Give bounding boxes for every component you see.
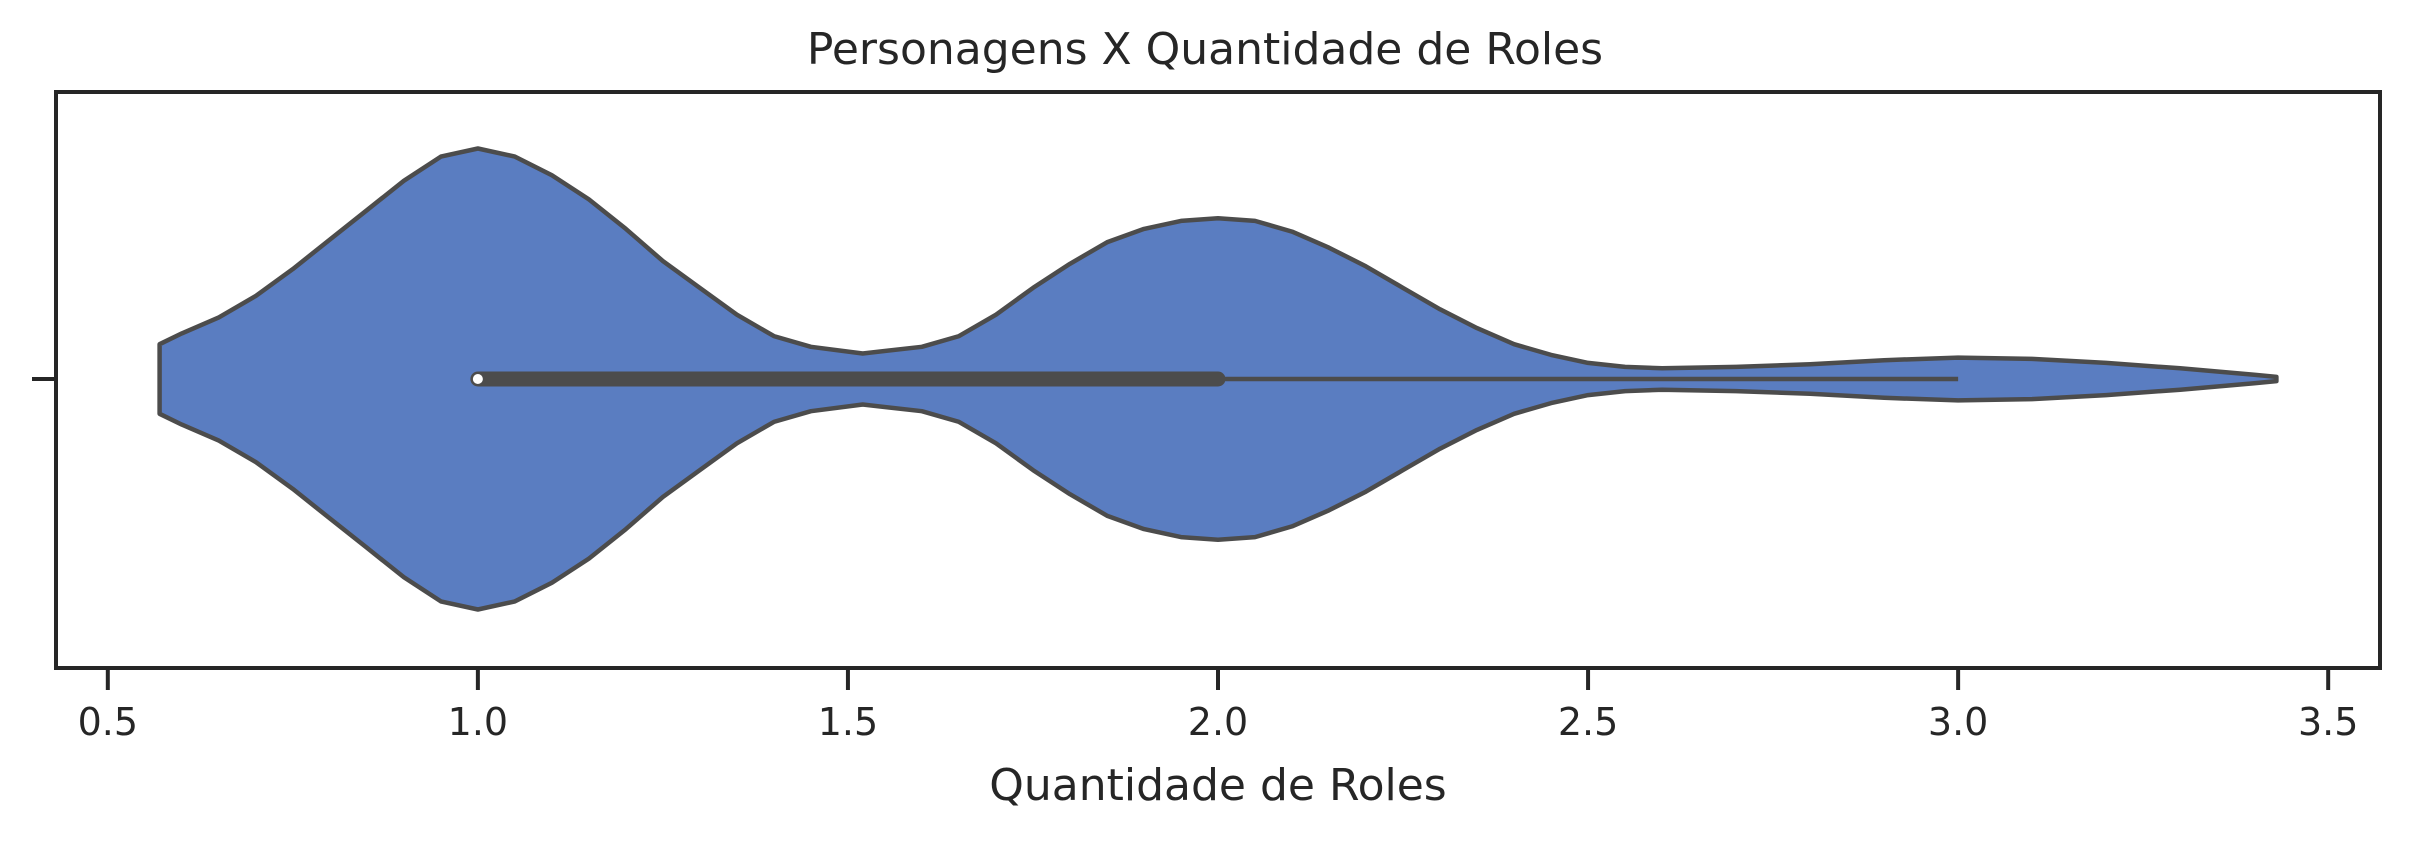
x-axis-label: Quantidade de Roles <box>989 760 1446 811</box>
x-tick-label: 2.5 <box>1558 700 1618 744</box>
x-tick-label: 3.5 <box>2298 700 2358 744</box>
x-tick-label: 3.0 <box>1928 700 1988 744</box>
chart-title: Personagens X Quantidade de Roles <box>807 24 1603 75</box>
x-axis-ticks: 0.5 1.0 1.5 2.0 2.5 3.0 3.5 <box>78 668 2358 744</box>
x-tick-label: 1.5 <box>818 700 878 744</box>
x-tick-label: 2.0 <box>1188 700 1248 744</box>
x-tick-label: 1.0 <box>448 700 508 744</box>
x-tick-label: 0.5 <box>78 700 138 744</box>
median-marker <box>472 374 483 384</box>
plot-area <box>157 146 2279 612</box>
